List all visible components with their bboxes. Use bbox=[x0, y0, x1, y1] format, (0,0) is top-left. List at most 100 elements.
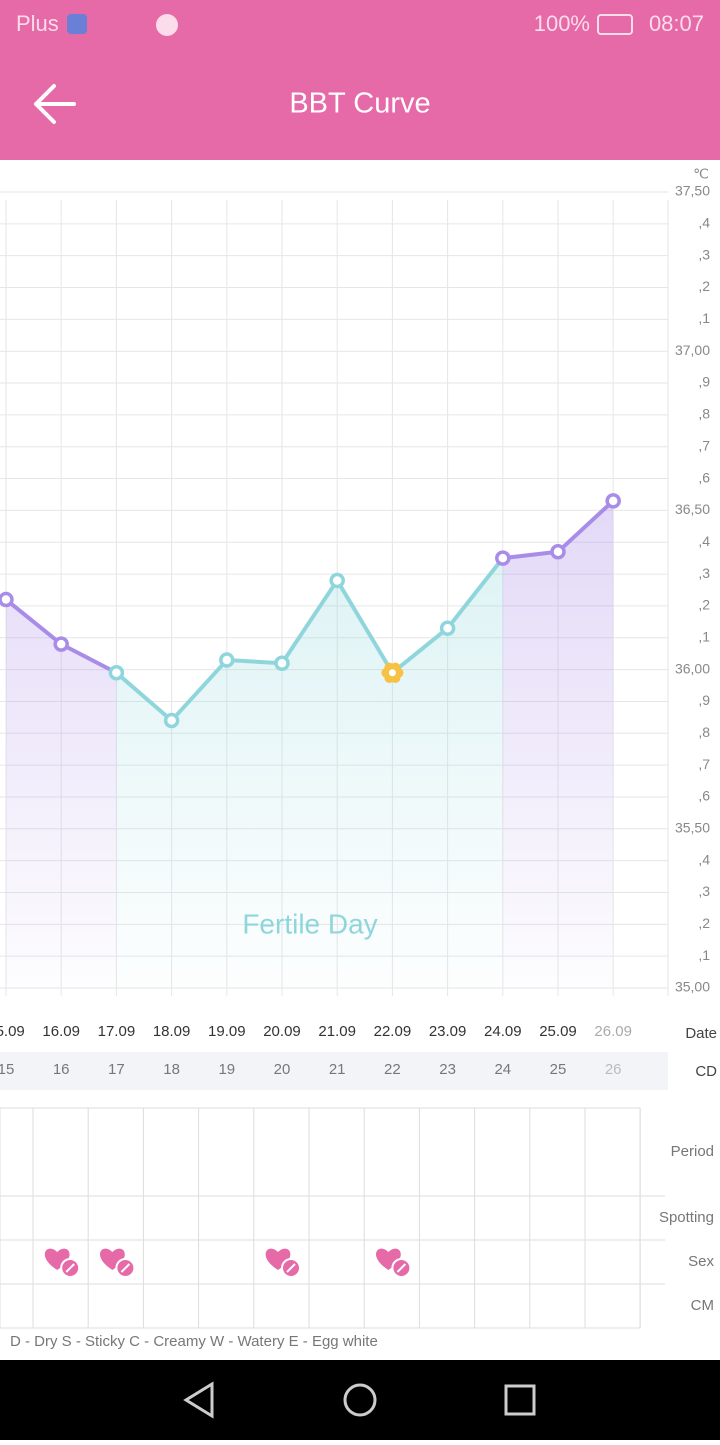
ovulation-marker bbox=[381, 662, 404, 683]
table-frame bbox=[0, 1107, 641, 1329]
carrier: Plus bbox=[16, 11, 59, 36]
data-point bbox=[550, 544, 566, 560]
sex-icon bbox=[44, 1248, 81, 1278]
y-tick-label: ,6 bbox=[698, 469, 710, 485]
area bbox=[226, 660, 282, 988]
cycle-day-label: 15 bbox=[0, 1061, 14, 1078]
y-tick-label: ,1 bbox=[698, 947, 710, 963]
y-tick-label: ,8 bbox=[698, 724, 710, 740]
y-tick-label: ,3 bbox=[698, 246, 710, 262]
cd-row-bg bbox=[0, 1052, 668, 1090]
line-segment bbox=[170, 658, 229, 722]
data-point bbox=[329, 572, 345, 589]
cd-row-label: CD bbox=[695, 1063, 717, 1080]
y-tick-label: ,4 bbox=[698, 851, 710, 867]
x-tick-label: 17.09 bbox=[98, 1023, 136, 1040]
data-point bbox=[274, 655, 290, 671]
x-tick-label: 21.09 bbox=[318, 1023, 356, 1040]
nav-bar bbox=[0, 1360, 720, 1440]
row-label: Spotting bbox=[659, 1209, 714, 1226]
y-tick-label: ,4 bbox=[698, 215, 710, 231]
y-tick-label: ,9 bbox=[698, 374, 710, 390]
data-point bbox=[108, 665, 125, 681]
back-button[interactable] bbox=[34, 84, 76, 124]
x-tick-label: 22.09 bbox=[374, 1023, 412, 1040]
y-tick-label: 36,50 bbox=[675, 501, 710, 517]
cycle-day-label: 25 bbox=[550, 1061, 567, 1078]
x-tick-label: 25.09 bbox=[539, 1023, 577, 1040]
annotation: Fertile Day bbox=[242, 908, 377, 939]
y-tick-label: 37,50 bbox=[675, 183, 710, 199]
flower-center bbox=[388, 669, 396, 677]
unit-label: ℃ bbox=[693, 166, 709, 182]
y-tick-label: ,9 bbox=[698, 692, 710, 708]
y-tick-label: 36,00 bbox=[675, 660, 710, 676]
cycle-day-label: 20 bbox=[274, 1061, 291, 1078]
y-tick-label: 35,50 bbox=[675, 820, 710, 836]
app-bar bbox=[0, 0, 720, 160]
y-tick-label: ,2 bbox=[698, 597, 710, 613]
data-point bbox=[605, 493, 621, 509]
y-tick-label: ,1 bbox=[698, 310, 710, 326]
sex-icon bbox=[376, 1248, 412, 1278]
x-tick-label: 23.09 bbox=[429, 1023, 467, 1040]
nav-recent[interactable] bbox=[504, 1384, 536, 1416]
x-tick-label: 15.09 bbox=[0, 1023, 25, 1040]
badge-slash bbox=[396, 1263, 407, 1273]
line-segment bbox=[115, 671, 173, 723]
y-tick-label: ,2 bbox=[698, 915, 710, 931]
data-point bbox=[219, 652, 235, 668]
nav-home[interactable] bbox=[343, 1383, 377, 1417]
cycle-day-label: 16 bbox=[53, 1061, 70, 1078]
line-segment bbox=[391, 626, 449, 675]
y-tick-label: 35,00 bbox=[675, 979, 710, 995]
y-tick-label: ,7 bbox=[698, 437, 710, 453]
line-segment bbox=[60, 642, 118, 675]
y-tick-label: ,7 bbox=[698, 756, 710, 772]
y-tick-label: ,3 bbox=[698, 883, 710, 899]
area bbox=[558, 500, 614, 988]
y-tick-label: ,8 bbox=[698, 406, 710, 422]
x-tick-label: 18.09 bbox=[153, 1023, 191, 1040]
badge-slash bbox=[120, 1263, 131, 1273]
line-segment bbox=[335, 579, 395, 674]
nav-back[interactable] bbox=[183, 1381, 214, 1419]
area bbox=[282, 580, 338, 988]
battery-icon bbox=[597, 14, 633, 35]
clock: 08:07 bbox=[649, 11, 704, 36]
data-point bbox=[439, 620, 456, 636]
cm-legend: D - Dry S - Sticky C - Creamy W - Watery… bbox=[10, 1333, 378, 1350]
badge-slash bbox=[286, 1263, 296, 1273]
status-icon bbox=[67, 14, 87, 34]
status-icon bbox=[156, 14, 178, 36]
row-label: Period bbox=[671, 1143, 714, 1160]
area bbox=[61, 644, 117, 988]
sex-icon bbox=[100, 1248, 136, 1278]
x-tick-label: 20.09 bbox=[263, 1023, 301, 1040]
cycle-day-label: 19 bbox=[218, 1061, 235, 1078]
area bbox=[392, 628, 448, 988]
cycle-day-label: 23 bbox=[439, 1061, 456, 1078]
cycle-day-label: 22 bbox=[384, 1061, 401, 1078]
y-tick-label: ,6 bbox=[698, 788, 710, 804]
sex-icon bbox=[265, 1248, 301, 1278]
x-tick-label: 24.09 bbox=[484, 1023, 522, 1040]
line-segment bbox=[502, 549, 559, 561]
data-point bbox=[495, 550, 511, 566]
data-point bbox=[53, 636, 69, 652]
date-row-label: Date bbox=[685, 1025, 717, 1042]
area bbox=[502, 551, 558, 988]
battery-level: 100% bbox=[534, 11, 590, 36]
area bbox=[337, 580, 393, 988]
cycle-day-label: 21 bbox=[329, 1061, 346, 1078]
x-tick-label: 26.09 bbox=[594, 1023, 632, 1040]
y-tick-label: ,2 bbox=[698, 278, 710, 294]
row-label: Sex bbox=[688, 1253, 714, 1270]
screen-title: BBT Curve bbox=[289, 88, 430, 120]
line-segment bbox=[446, 556, 505, 630]
cycle-day-label: 24 bbox=[494, 1061, 511, 1078]
cycle-day-label: 17 bbox=[108, 1061, 125, 1078]
area bbox=[171, 660, 227, 988]
